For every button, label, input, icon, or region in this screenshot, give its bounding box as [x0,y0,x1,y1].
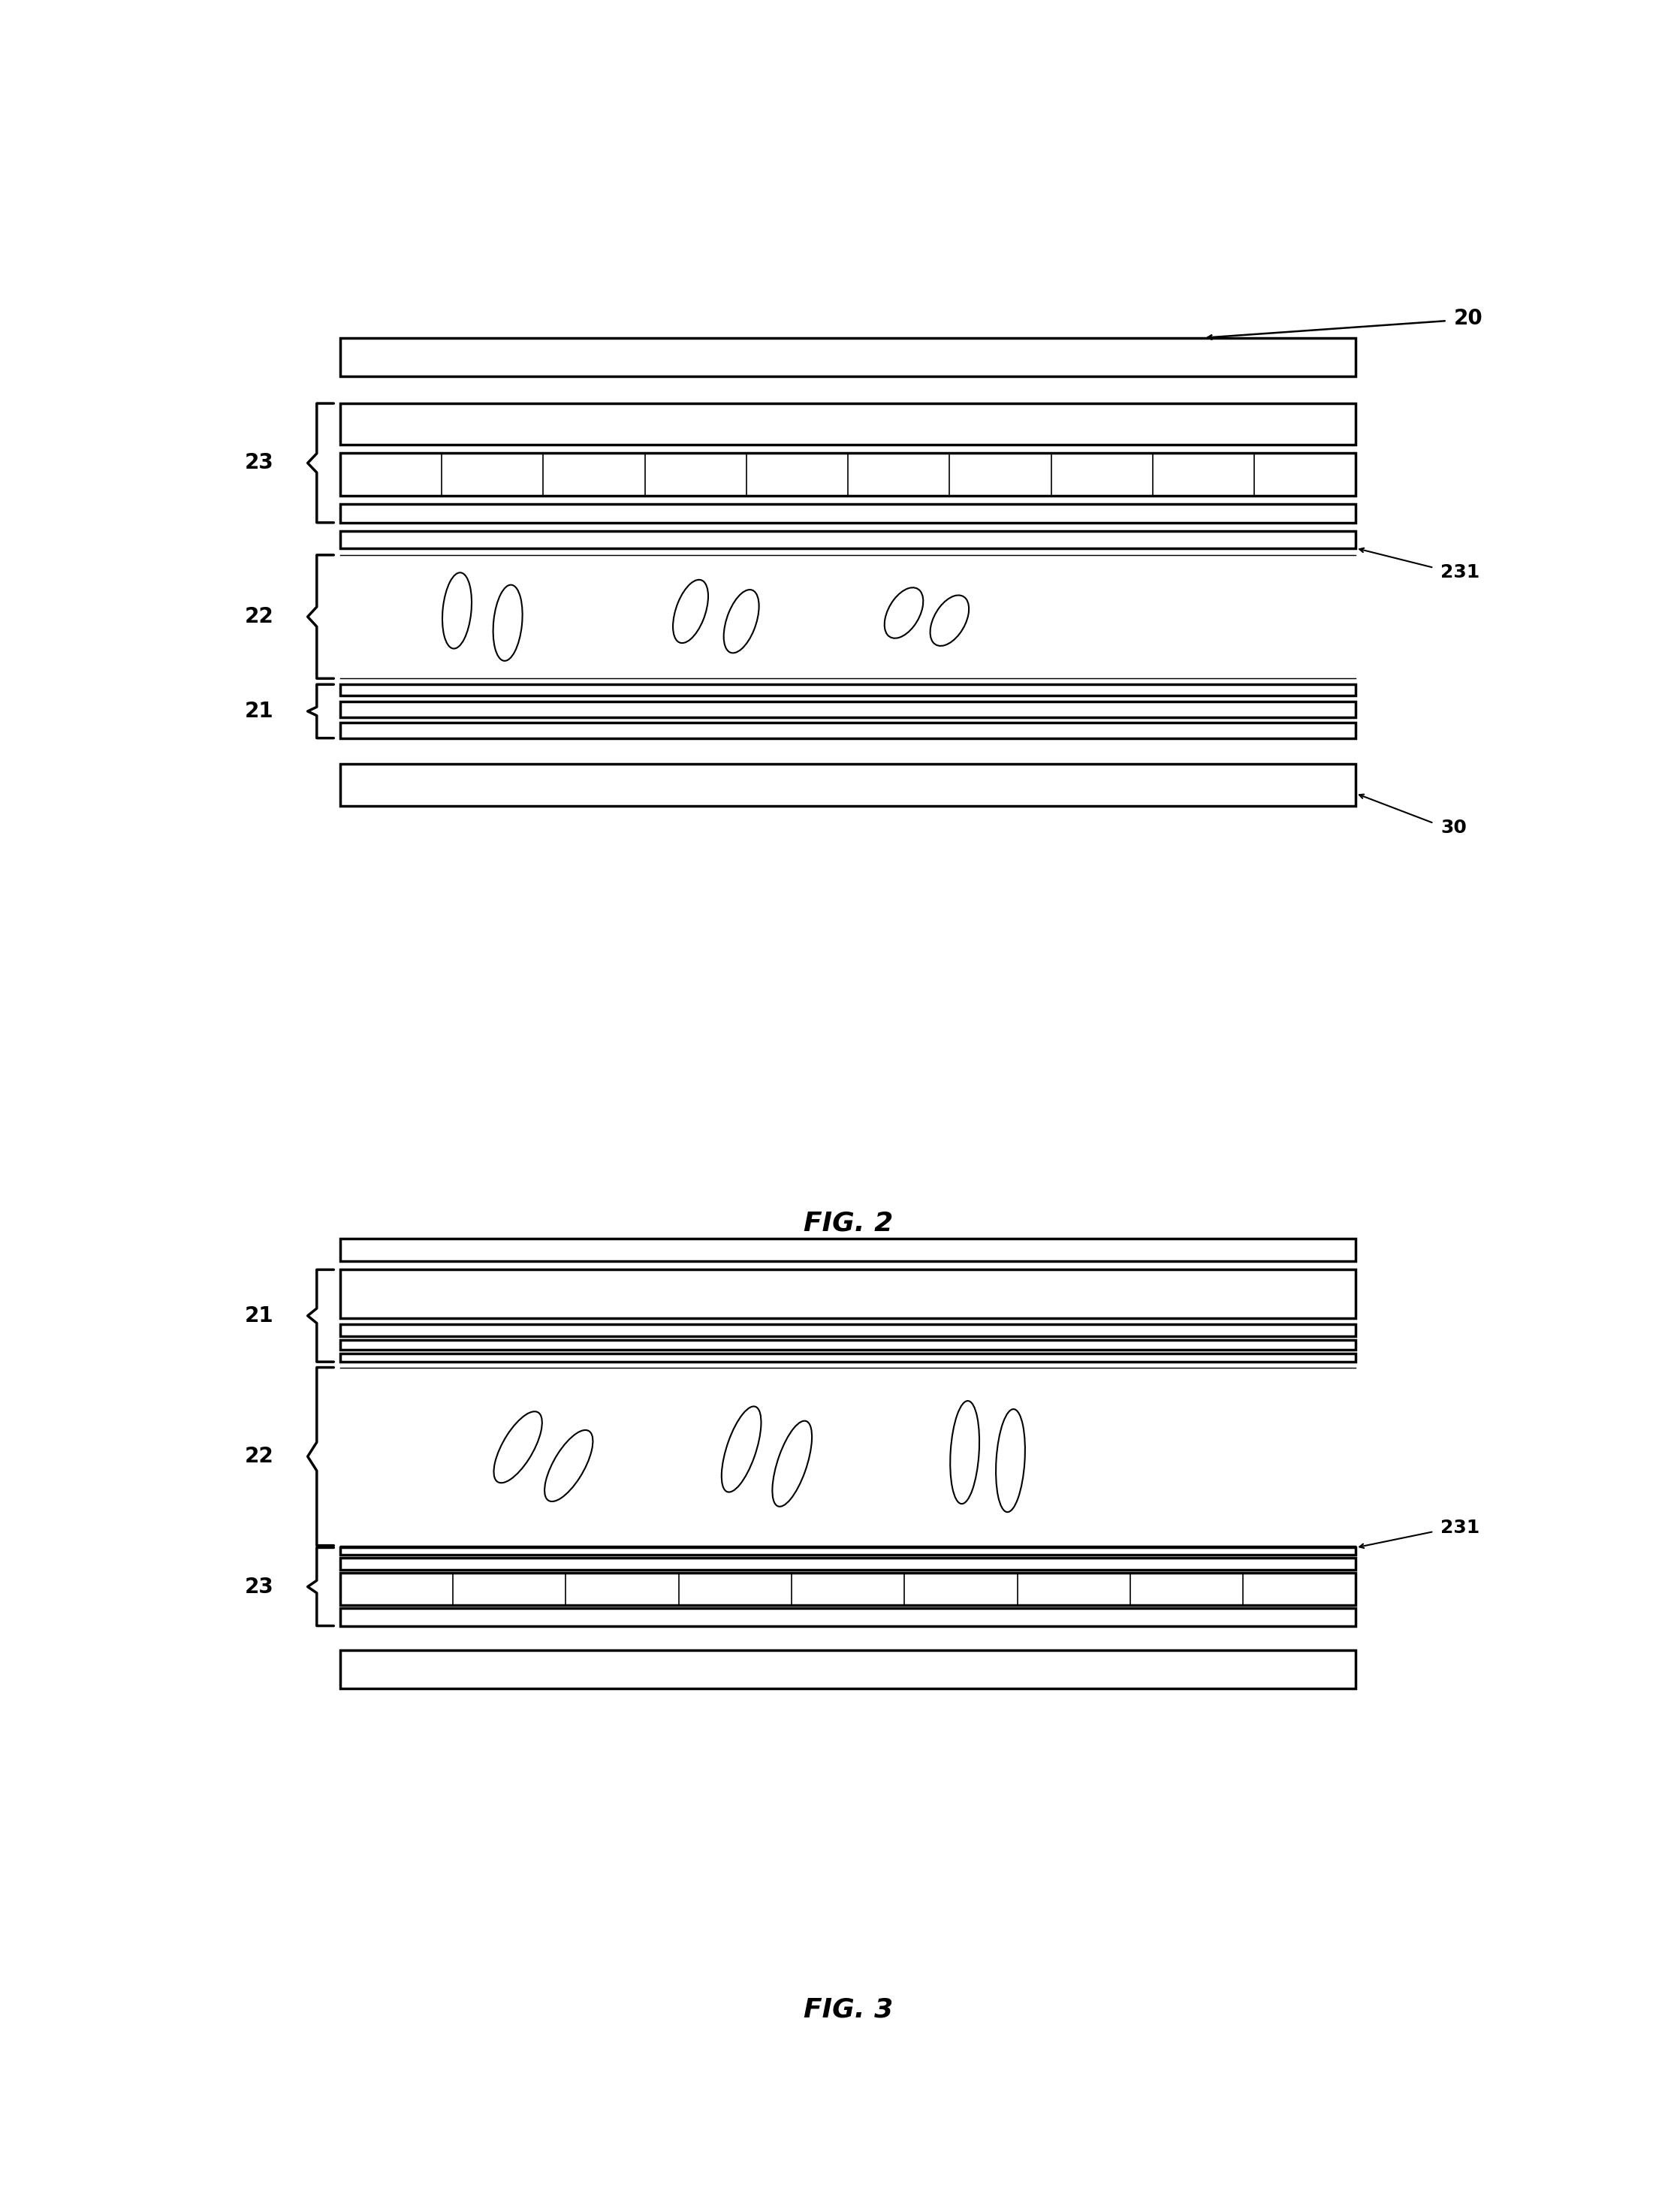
Bar [339,504,1356,522]
Bar [339,1650,1356,1688]
Text: 22: 22 [245,1447,274,1467]
Ellipse shape [884,588,924,639]
Text: FIG. 3: FIG. 3 [803,1997,892,2022]
Bar [339,338,1356,376]
Ellipse shape [544,1431,593,1502]
Text: 23: 23 [245,453,274,473]
Bar [339,763,1356,805]
Text: FIG. 2: FIG. 2 [803,1210,892,1237]
Bar [339,1573,1356,1606]
Bar [339,1270,1356,1318]
Text: 231: 231 [1440,1520,1480,1537]
Ellipse shape [722,1407,761,1493]
Bar [339,1548,1356,1555]
Bar [339,531,1356,549]
Bar [339,1354,1356,1363]
Text: 21: 21 [245,1305,274,1327]
Ellipse shape [494,584,522,661]
Text: 22: 22 [245,606,274,628]
Bar [339,1608,1356,1626]
Text: 20: 20 [1453,307,1482,330]
Bar [339,403,1356,445]
Bar [339,701,1356,717]
Bar [339,723,1356,739]
Bar [339,1340,1356,1349]
Text: 231: 231 [1440,564,1480,582]
Bar [339,1325,1356,1336]
Bar [339,1557,1356,1571]
Ellipse shape [674,580,709,644]
Text: 30: 30 [1440,818,1467,836]
Text: 21: 21 [245,701,274,721]
Bar [339,453,1356,495]
Ellipse shape [931,595,969,646]
Ellipse shape [494,1411,543,1482]
Bar [339,1239,1356,1261]
Ellipse shape [996,1409,1025,1513]
Ellipse shape [724,591,759,653]
Ellipse shape [773,1420,811,1506]
Ellipse shape [951,1400,979,1504]
Bar [339,684,1356,695]
Text: 23: 23 [245,1577,274,1597]
Ellipse shape [442,573,472,648]
